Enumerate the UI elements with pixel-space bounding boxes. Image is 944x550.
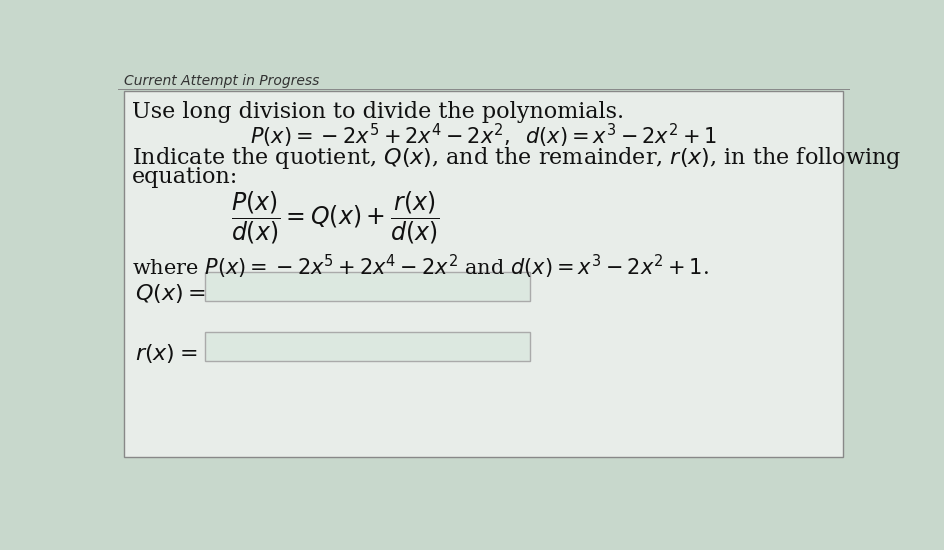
FancyBboxPatch shape xyxy=(205,272,530,301)
FancyBboxPatch shape xyxy=(205,332,530,361)
FancyBboxPatch shape xyxy=(125,91,842,457)
Text: $r(x) =$: $r(x) =$ xyxy=(135,342,197,365)
Text: $Q(x) =$: $Q(x) =$ xyxy=(135,282,206,305)
Text: Current Attempt in Progress: Current Attempt in Progress xyxy=(125,74,319,87)
Text: where $P(x) = -2x^5 + 2x^4 - 2x^2$ and $d(x) = x^3 - 2x^2 + 1$.: where $P(x) = -2x^5 + 2x^4 - 2x^2$ and $… xyxy=(132,252,708,280)
Text: equation:: equation: xyxy=(132,166,238,188)
Text: $P(x) = -2x^5 + 2x^4 - 2x^2, \;\; d(x) = x^3 - 2x^2 + 1$: $P(x) = -2x^5 + 2x^4 - 2x^2, \;\; d(x) =… xyxy=(250,122,716,150)
Text: $\dfrac{P(x)}{d(x)} = Q(x) + \dfrac{r(x)}{d(x)}$: $\dfrac{P(x)}{d(x)} = Q(x) + \dfrac{r(x)… xyxy=(230,189,439,246)
Text: Indicate the quotient, $Q(x)$, and the remainder, $r(x)$, in the following: Indicate the quotient, $Q(x)$, and the r… xyxy=(132,145,901,170)
Text: Use long division to divide the polynomials.: Use long division to divide the polynomi… xyxy=(132,101,624,123)
